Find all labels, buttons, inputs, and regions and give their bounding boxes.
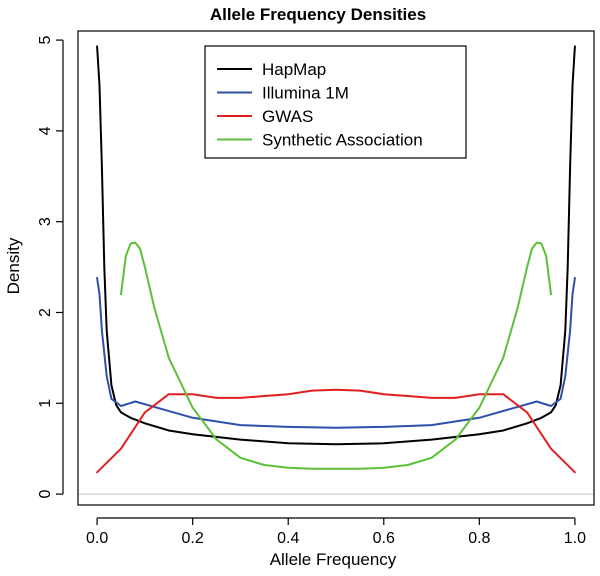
series-line-illumina-1m	[96, 277, 576, 429]
y-tick-label: 1	[37, 399, 54, 408]
legend-label: Illumina 1M	[262, 84, 349, 103]
x-tick-label: 0.6	[373, 530, 395, 547]
y-tick-label: 4	[37, 126, 54, 135]
y-axis-label: Density	[4, 237, 23, 294]
x-tick-label: 1.0	[564, 530, 586, 547]
chart-title: Allele Frequency Densities	[210, 5, 426, 24]
x-tick-label: 0.2	[182, 530, 204, 547]
series-line-hapmap	[96, 45, 576, 446]
legend-label: Synthetic Association	[262, 131, 423, 150]
y-tick-label: 0	[37, 490, 54, 499]
series-line-synthetic-association	[120, 241, 552, 470]
x-tick-label: 0.4	[277, 530, 299, 547]
plot-box	[77, 30, 595, 506]
legend: HapMap Illumina 1M GWAS Synthetic Associati…	[204, 45, 467, 159]
x-tick-label: 0.0	[86, 530, 108, 547]
x-tick-label: 0.8	[468, 530, 490, 547]
legend-label: HapMap	[262, 60, 326, 79]
plot-area	[78, 45, 594, 495]
legend-label: GWAS	[262, 107, 313, 126]
series-line-gwas	[96, 388, 576, 474]
x-axis-label: Allele Frequency	[270, 550, 397, 569]
axes: 0.0 0.2 0.4 0.6 0.8 1.0 0 1 2 3 4 5	[37, 36, 586, 547]
y-tick-label: 3	[37, 217, 54, 226]
y-tick-label: 2	[37, 308, 54, 317]
y-tick-label: 5	[37, 36, 54, 45]
